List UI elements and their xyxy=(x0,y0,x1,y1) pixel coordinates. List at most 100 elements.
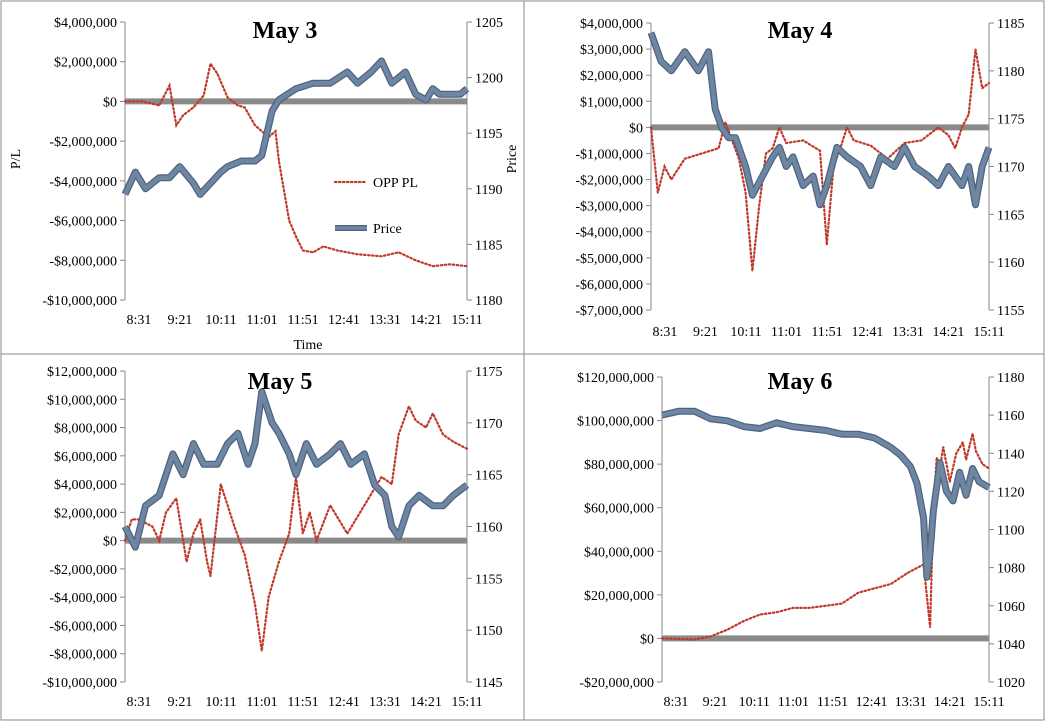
x-tick-label: 10:11 xyxy=(739,695,770,710)
price-point-may6 xyxy=(959,471,961,473)
chart-may5: $12,000,000 $10,000,000 $8,000,000 $6,000,0… xyxy=(42,365,502,710)
pl-point-may5 xyxy=(124,540,126,542)
pl-point-may3 xyxy=(124,100,126,102)
chart-may3: $4,000,000 $2,000,000 $0 -$2,000,000 -$4,000… xyxy=(9,16,520,353)
pl-point-may6 xyxy=(949,481,951,483)
price-series-may3 xyxy=(122,58,469,197)
pl-point-may6 xyxy=(743,620,745,622)
pl-point-may4 xyxy=(684,158,686,160)
pl-point-may6 xyxy=(929,626,931,629)
price-point-may3 xyxy=(240,160,242,162)
x-tick-label: 10:11 xyxy=(205,695,236,710)
x-tick-label: 9:21 xyxy=(703,695,728,710)
right-tick-label: 1190 xyxy=(475,183,502,198)
price-point-may5 xyxy=(271,422,273,424)
price-point-may4 xyxy=(721,127,723,129)
price-point-may3 xyxy=(459,93,461,95)
right-tick-label: 1175 xyxy=(997,113,1024,128)
price-point-may6 xyxy=(916,483,918,485)
left-tick-label: -$10,000,000 xyxy=(42,294,117,309)
price-point-may4 xyxy=(954,175,956,177)
price-point-may6 xyxy=(710,418,712,420)
pl-point-may4 xyxy=(974,48,977,50)
price-point-may3 xyxy=(144,188,147,190)
price-point-may5 xyxy=(261,391,263,393)
right-tick-label: 1160 xyxy=(997,256,1024,271)
price-point-may4 xyxy=(927,175,929,177)
chart-title-may6: May 6 xyxy=(768,369,833,395)
left-tick-label: -$4,000,000 xyxy=(49,175,117,190)
pl-point-may3 xyxy=(182,114,184,116)
pl-point-may3 xyxy=(274,130,277,132)
pl-point-may6 xyxy=(775,611,778,613)
price-point-may4 xyxy=(792,156,794,158)
x-axis-label-may3: Time xyxy=(293,338,322,353)
price-point-may6 xyxy=(677,410,680,412)
right-tick-label: 1060 xyxy=(997,600,1025,615)
x-tick-label: 12:41 xyxy=(328,695,360,710)
price-point-may4 xyxy=(903,146,906,148)
price-point-may3 xyxy=(380,60,383,62)
price-point-may5 xyxy=(432,505,434,507)
price-point-may4 xyxy=(684,51,686,53)
pl-point-may4 xyxy=(657,192,659,194)
left-tick-label: $1,000,000 xyxy=(580,95,643,110)
pl-point-may4 xyxy=(765,152,767,155)
left-tick-label: $100,000,000 xyxy=(577,415,654,430)
pl-point-may3 xyxy=(322,245,324,247)
left-tick-label: -$7,000,000 xyxy=(575,304,643,319)
x-tick-label: 13:31 xyxy=(369,313,401,328)
price-point-may4 xyxy=(714,108,716,110)
price-point-may4 xyxy=(988,146,990,148)
pl-point-may6 xyxy=(906,572,908,574)
price-point-may6 xyxy=(857,433,859,435)
right-tick-label: 1160 xyxy=(997,409,1024,424)
price-point-may4 xyxy=(660,60,662,62)
pl-point-may5 xyxy=(329,504,331,506)
x-tick-label: 15:11 xyxy=(973,695,1004,710)
pl-point-may5 xyxy=(131,518,133,521)
price-point-may4 xyxy=(802,185,804,187)
left-tick-label: $0 xyxy=(640,632,654,647)
price-point-may3 xyxy=(312,82,314,84)
pl-point-may3 xyxy=(192,106,194,108)
x-tick-label: 8:31 xyxy=(127,313,152,328)
left-tick-label: $80,000,000 xyxy=(584,458,654,473)
price-point-may6 xyxy=(965,494,967,496)
left-tick-label: -$4,000,000 xyxy=(575,226,643,241)
price-point-may3 xyxy=(391,82,393,84)
price-point-may4 xyxy=(974,204,977,206)
y2-axis-label-may3: Price xyxy=(505,145,520,174)
pl-point-may3 xyxy=(449,263,451,265)
right-tick-label: 1140 xyxy=(997,447,1024,462)
right-tick-label: 1205 xyxy=(475,16,503,31)
x-tick-label: 8:31 xyxy=(127,695,152,710)
pl-point-may5 xyxy=(432,412,434,414)
price-point-may4 xyxy=(728,137,730,139)
price-point-may5 xyxy=(124,525,126,528)
pl-point-may4 xyxy=(778,126,781,128)
price-series-may4 xyxy=(648,31,992,208)
pl-point-may4 xyxy=(772,147,774,149)
pl-point-may4 xyxy=(846,126,848,128)
left-tick-label: $6,000,000 xyxy=(54,450,117,465)
x-tick-label: 10:11 xyxy=(205,313,236,328)
pl-point-may6 xyxy=(841,603,843,605)
price-point-may6 xyxy=(939,462,941,464)
pl-point-may3 xyxy=(209,63,212,65)
pl-point-may5 xyxy=(425,426,427,429)
price-point-may5 xyxy=(158,494,160,496)
price-point-may3 xyxy=(209,182,212,184)
price-point-may5 xyxy=(182,474,184,476)
pl-point-may5 xyxy=(268,596,270,598)
price-point-may6 xyxy=(808,427,810,430)
pl-point-may5 xyxy=(175,497,177,499)
x-tick-label: 15:11 xyxy=(451,313,482,328)
price-point-may4 xyxy=(981,165,983,168)
pl-point-may3 xyxy=(380,255,383,257)
price-point-may4 xyxy=(961,185,963,187)
pl-point-may6 xyxy=(857,592,859,594)
price-point-may5 xyxy=(363,453,365,455)
panel-border-may6 xyxy=(523,353,1045,721)
